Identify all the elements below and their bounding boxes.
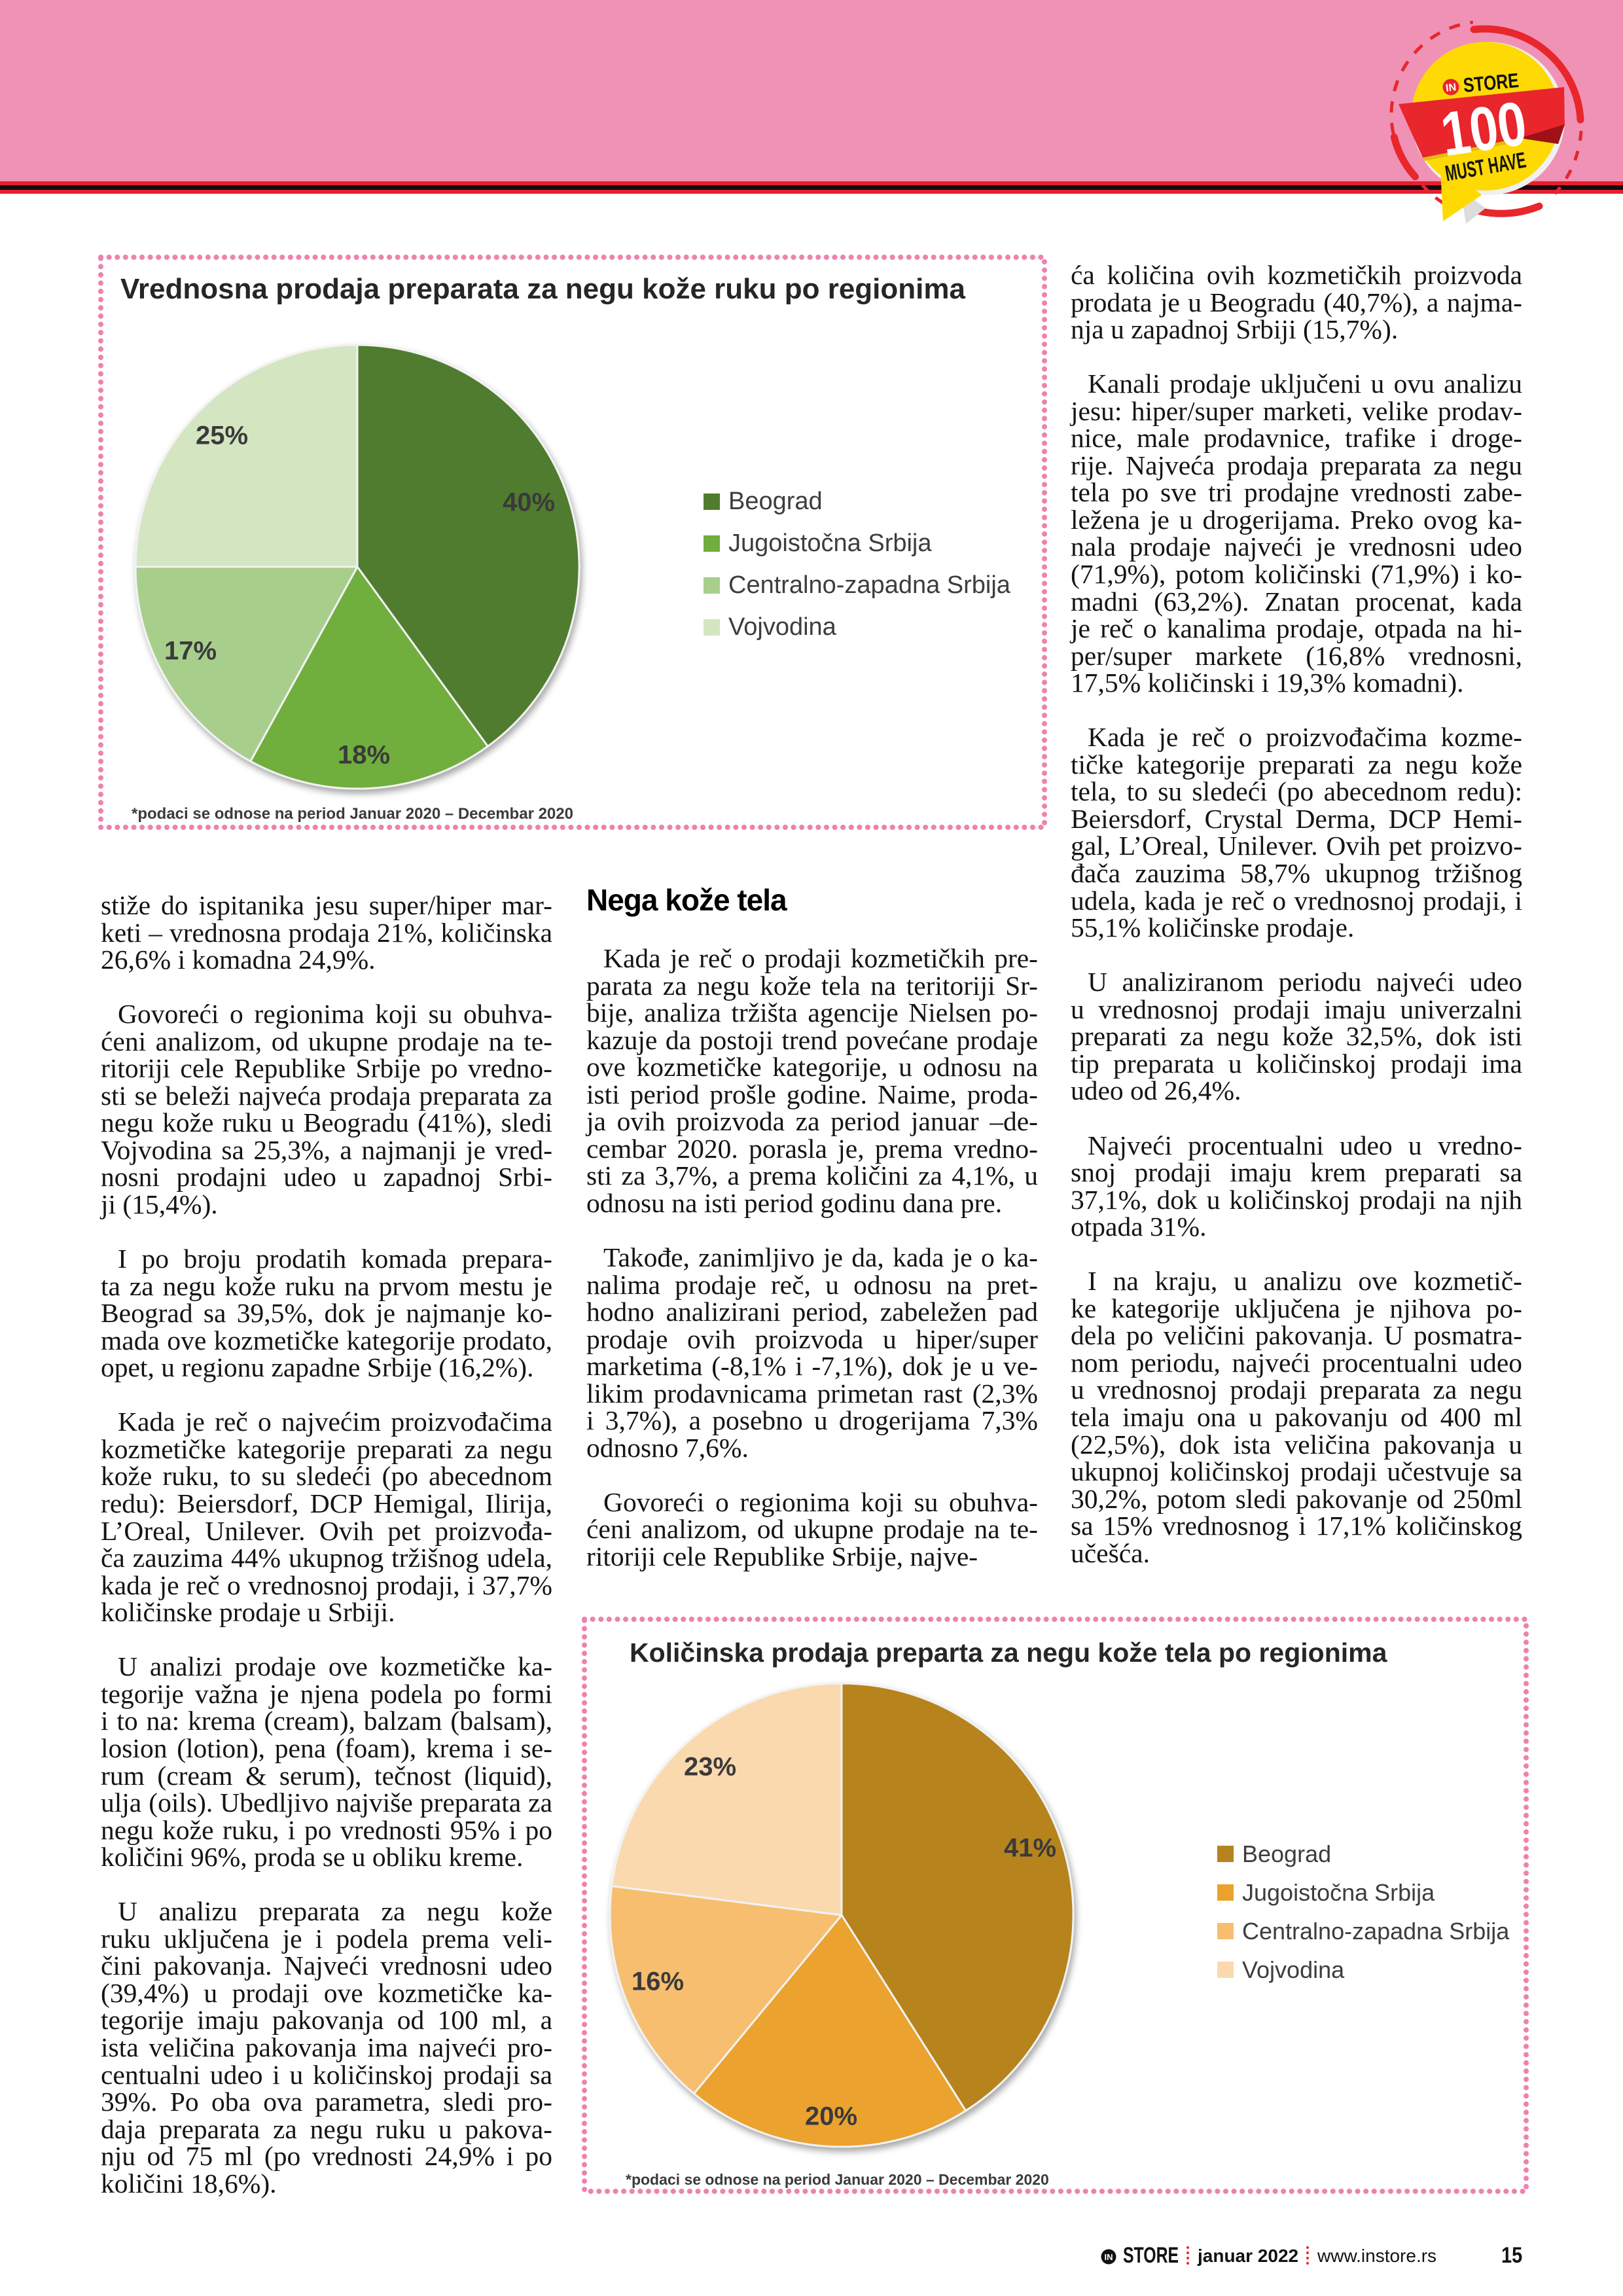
svg-text:IN: IN <box>1445 82 1457 94</box>
svg-text:100: 100 <box>1436 88 1531 170</box>
svg-text:IN: IN <box>1105 2252 1113 2262</box>
svg-text:STORE: STORE <box>1462 69 1520 96</box>
